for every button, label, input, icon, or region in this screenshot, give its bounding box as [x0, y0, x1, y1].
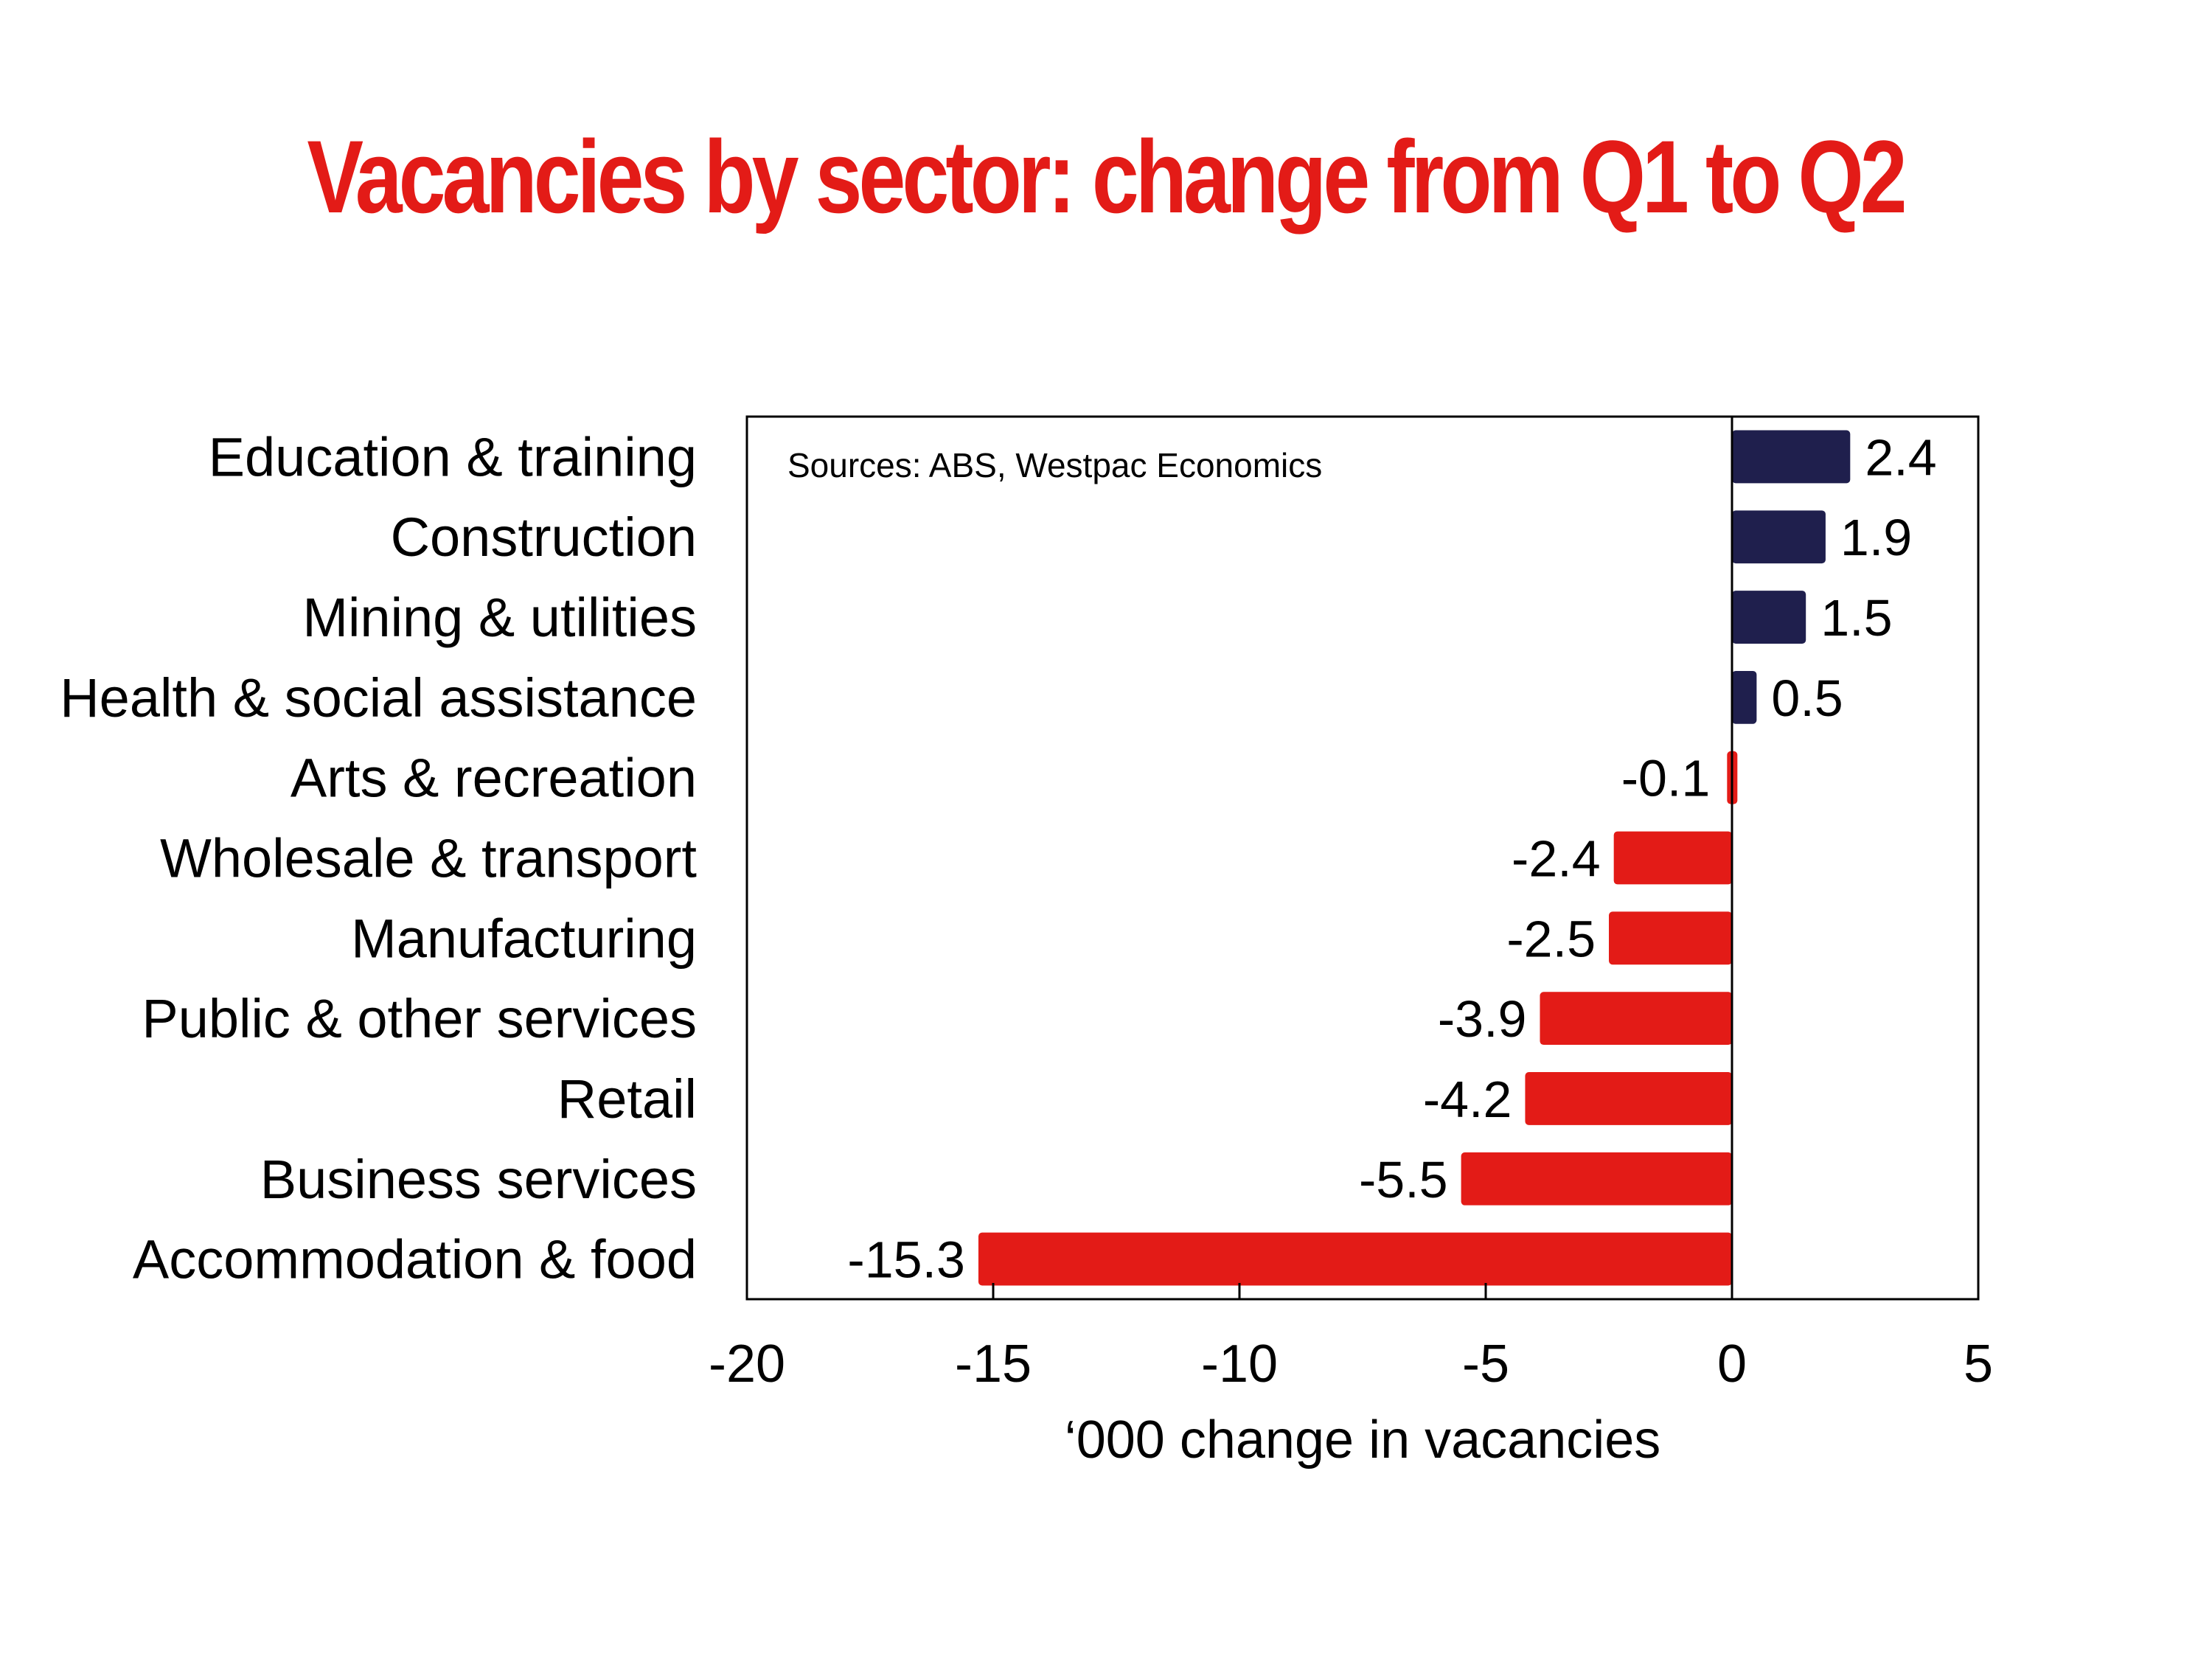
bar-7 — [1540, 992, 1732, 1046]
category-label-9: Business services — [260, 1149, 697, 1210]
category-label-7: Public & other services — [142, 988, 697, 1049]
plot-frame — [745, 415, 1980, 1301]
value-label-6: -2.5 — [1506, 910, 1596, 967]
x-tick-label-4: 0 — [1717, 1335, 1747, 1394]
x-axis-ticks: -20 -15 -10 -5 0 5 — [709, 1283, 1993, 1394]
value-label-9: -5.5 — [1359, 1151, 1448, 1208]
category-label-5: Wholesale & transport — [160, 828, 697, 889]
bar-2 — [1732, 591, 1806, 644]
value-label-3: 0.5 — [1771, 669, 1843, 727]
bar-6 — [1609, 911, 1732, 965]
category-labels: Education & training Construction Mining &… — [60, 426, 697, 1290]
x-tick-label-1: -15 — [955, 1335, 1032, 1394]
value-label-10: -15.3 — [847, 1231, 965, 1289]
x-tick-label-0: -20 — [709, 1335, 785, 1394]
bar-8 — [1525, 1072, 1732, 1125]
x-tick-label-3: -5 — [1462, 1335, 1509, 1394]
category-label-2: Mining & utilities — [302, 587, 697, 648]
category-label-1: Construction — [391, 507, 697, 568]
plot-border — [745, 415, 1980, 1301]
bar-10 — [978, 1232, 1732, 1286]
bar-9 — [1461, 1152, 1732, 1206]
category-label-6: Manufacturing — [351, 908, 697, 969]
bar-5 — [1613, 831, 1732, 885]
chart-title: Vacancies by sector: change from Q1 to Q… — [307, 119, 1907, 234]
bar-3 — [1732, 670, 1757, 724]
category-label-10: Accommodation & food — [133, 1229, 697, 1290]
value-label-2: 1.5 — [1820, 589, 1892, 647]
category-label-0: Education & training — [209, 426, 697, 487]
value-label-8: -4.2 — [1423, 1071, 1512, 1128]
value-label-5: -2.4 — [1512, 830, 1601, 888]
value-label-0: 2.4 — [1865, 428, 1936, 486]
category-label-3: Health & social assistance — [60, 667, 697, 728]
source-note: Sources: ABS, Westpac Economics — [787, 446, 1322, 484]
x-tick-label-2: -10 — [1201, 1335, 1278, 1394]
value-labels: 2.4 1.9 1.5 0.5 -0.1 -2.4 -2.5 -3.9 -4.2 -5.5 -15.… — [847, 428, 1936, 1288]
value-label-1: 1.9 — [1840, 509, 1912, 566]
x-axis-label: ‘000 change in vacancies — [1065, 1411, 1661, 1470]
category-label-4: Arts & recreation — [291, 748, 697, 809]
category-label-8: Retail — [557, 1068, 697, 1130]
bars-group — [978, 430, 1851, 1286]
x-tick-label-5: 5 — [1964, 1335, 1993, 1394]
bar-1 — [1732, 510, 1826, 564]
bar-0 — [1732, 430, 1851, 484]
value-label-7: -3.9 — [1438, 990, 1527, 1048]
value-label-4: -0.1 — [1621, 750, 1711, 807]
